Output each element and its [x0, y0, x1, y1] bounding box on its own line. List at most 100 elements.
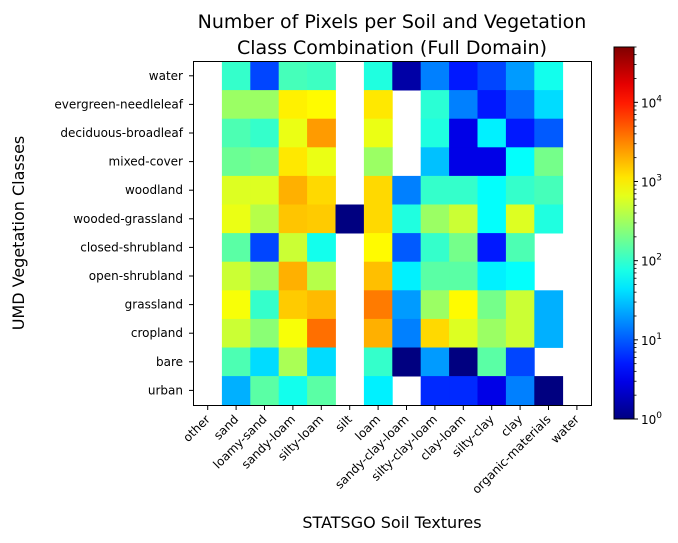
- heatmap-cell: [250, 347, 280, 377]
- heatmap-cell: [505, 261, 535, 291]
- heatmap-cell: [363, 90, 393, 120]
- heatmap-cell: [307, 318, 336, 348]
- heatmap-cell: [278, 347, 308, 377]
- heatmap-cell: [278, 318, 308, 348]
- y-tick-label: closed-shrubland: [80, 240, 183, 254]
- y-tick-label: bare: [156, 355, 183, 369]
- heatmap-cell: [477, 204, 507, 234]
- colorbar-tick-label: 100: [641, 411, 662, 427]
- heatmap-cell: [307, 290, 336, 320]
- heatmap-cell: [250, 261, 280, 291]
- heatmap-cell: [392, 175, 422, 205]
- heatmap-cell: [420, 90, 450, 120]
- plot-frame: [193, 61, 592, 406]
- heatmap-cell: [420, 204, 450, 234]
- heatmap-cell: [534, 318, 564, 348]
- heatmap-cell: [534, 61, 564, 91]
- heatmap-cell: [505, 175, 535, 205]
- heatmap-cell: [420, 118, 450, 148]
- heatmap-cell: [420, 233, 450, 263]
- heatmap-cell: [477, 376, 507, 406]
- heatmap-cell: [250, 90, 280, 120]
- heatmap-cell: [307, 347, 336, 377]
- heatmap-cell: [392, 318, 422, 348]
- heatmap-cell: [534, 376, 564, 406]
- heatmap-cell: [449, 233, 478, 263]
- heatmap-cell: [250, 290, 280, 320]
- heatmap-cell: [363, 61, 393, 91]
- y-tick-label: wooded-grassland: [73, 212, 183, 226]
- heatmap-cell: [505, 290, 535, 320]
- heatmap-cell: [392, 61, 422, 91]
- heatmap-cell: [221, 118, 251, 148]
- heatmap-cell: [392, 290, 422, 320]
- colorbar: [613, 46, 635, 420]
- heatmap-cell: [420, 347, 450, 377]
- heatmap-cell: [307, 147, 336, 177]
- x-tick-label: silt: [332, 412, 355, 435]
- heatmap-cell: [363, 347, 393, 377]
- heatmap-cell: [392, 347, 422, 377]
- chart-title-line-1: Number of Pixels per Soil and Vegetation: [198, 11, 587, 33]
- y-axis-ticks: water evergreen-needleleaf deciduous-broad…: [54, 69, 194, 397]
- heatmap-cell: [250, 318, 280, 348]
- heatmap-cell: [221, 147, 251, 177]
- heatmap-cell: [278, 118, 308, 148]
- heatmap-cell: [363, 290, 393, 320]
- heatmap-cell: [477, 347, 507, 377]
- heatmap-cell: [221, 290, 251, 320]
- heatmap-cell: [534, 90, 564, 120]
- y-tick-label: deciduous-broadleaf: [60, 126, 183, 140]
- heatmap-cell: [363, 233, 393, 263]
- heatmap-cell: [363, 318, 393, 348]
- heatmap-cell: [363, 376, 393, 406]
- heatmap-cell: [449, 376, 478, 406]
- heatmap-cell: [505, 61, 535, 91]
- heatmap-cell: [449, 175, 478, 205]
- x-axis-label: STATSGO Soil Textures: [302, 513, 481, 532]
- heatmap-cell: [477, 290, 507, 320]
- heatmap-cell: [534, 204, 564, 234]
- colorbar-tick-label: 103: [641, 174, 662, 190]
- heatmap-cell: [420, 318, 450, 348]
- heatmap-cell: [363, 147, 393, 177]
- heatmap-cell: [278, 261, 308, 291]
- heatmap-cell: [534, 118, 564, 148]
- heatmap-cell: [449, 147, 478, 177]
- heatmap-cell: [221, 261, 251, 291]
- heatmap-cell: [449, 261, 478, 291]
- heatmap-cell: [363, 204, 393, 234]
- y-tick-label: open-shrubland: [89, 269, 183, 283]
- heatmap-cell: [420, 61, 450, 91]
- heatmap-cell: [307, 90, 336, 120]
- heatmap-cell: [477, 90, 507, 120]
- heatmap-cell: [449, 61, 478, 91]
- y-axis-label: UMD Vegetation Classes: [9, 136, 28, 331]
- heatmap-cell: [278, 90, 308, 120]
- heatmap-cell: [477, 261, 507, 291]
- heatmap-cell: [449, 204, 478, 234]
- heatmap-cell: [477, 147, 507, 177]
- colorbar-tick-label: 104: [641, 94, 662, 110]
- heatmap-cell: [449, 290, 478, 320]
- y-tick-label: grassland: [125, 298, 183, 312]
- heatmap-cell: [250, 175, 280, 205]
- heatmap-cell: [420, 261, 450, 291]
- heatmap-cell: [250, 204, 280, 234]
- colorbar-tick-label: 101: [641, 332, 662, 348]
- heatmap-cell: [278, 204, 308, 234]
- heatmap-cell: [477, 318, 507, 348]
- heatmap-cell: [307, 233, 336, 263]
- heatmap-cell: [449, 90, 478, 120]
- heatmap-cell: [250, 118, 280, 148]
- heatmap-cell: [449, 347, 478, 377]
- y-tick-label: cropland: [131, 326, 183, 340]
- heatmap-cell: [363, 118, 393, 148]
- y-tick-label: urban: [148, 383, 183, 397]
- heatmap-cell: [449, 318, 478, 348]
- heatmap-cell: [392, 261, 422, 291]
- heatmap-cell: [221, 376, 251, 406]
- heatmap-cell: [505, 147, 535, 177]
- heatmap-cell: [221, 347, 251, 377]
